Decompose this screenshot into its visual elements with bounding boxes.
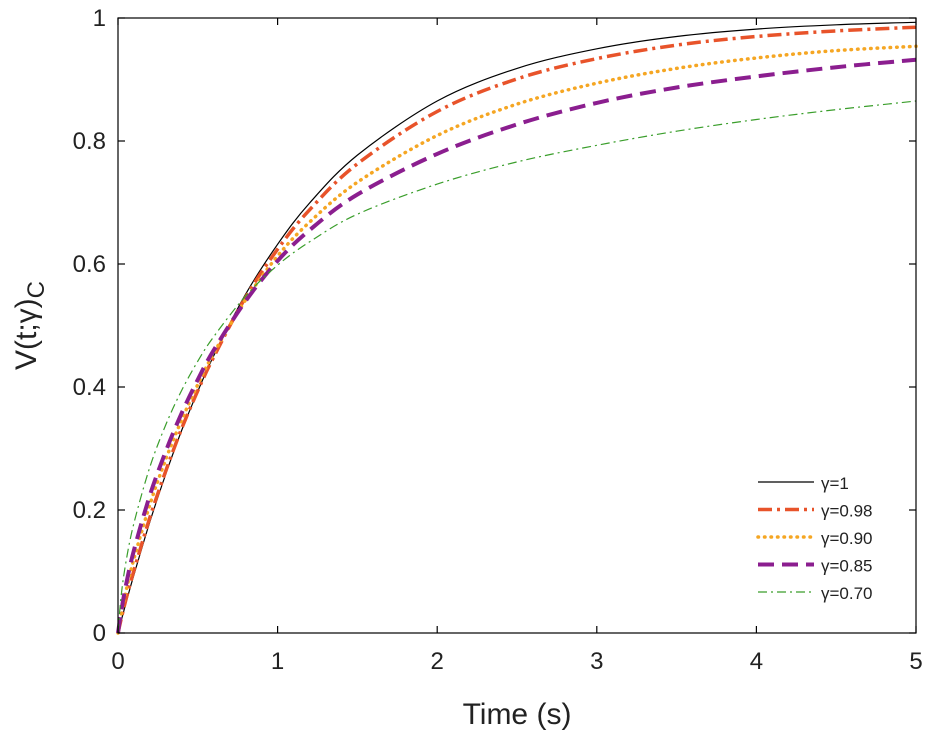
series-line-0 bbox=[117, 21, 917, 634]
y-tick-label: 0.6 bbox=[73, 251, 106, 278]
x-tick-label: 1 bbox=[271, 648, 284, 675]
y-axis-label-main: V(t;γ) bbox=[10, 298, 43, 370]
y-tick-label: 0.2 bbox=[73, 497, 106, 524]
x-tick-label: 5 bbox=[909, 648, 922, 675]
x-axis-label: Time (s) bbox=[463, 698, 572, 731]
legend-label-4: γ=0.70 bbox=[821, 584, 873, 603]
plot-frame bbox=[117, 17, 917, 634]
legend-label-0: γ=1 bbox=[821, 474, 849, 493]
y-axis-label-subscript: C bbox=[23, 281, 50, 298]
x-tick-label: 0 bbox=[111, 648, 124, 675]
series-layer bbox=[116, 21, 918, 635]
series-line-1 bbox=[116, 25, 917, 634]
tick-layer: 0 1 2 3 4 5 0 0.2 0.4 0.6 0.8 1 bbox=[73, 5, 923, 675]
y-tick-label: 1 bbox=[93, 5, 106, 32]
x-tick-label: 4 bbox=[750, 648, 763, 675]
x-tick-label: 3 bbox=[590, 648, 603, 675]
y-tick-label: 0 bbox=[93, 620, 106, 647]
series-line-4 bbox=[117, 100, 917, 634]
x-tick-label: 2 bbox=[431, 648, 444, 675]
y-tick-label: 0.4 bbox=[73, 374, 106, 401]
series-line-3 bbox=[116, 57, 917, 634]
legend-label-1: γ=0.98 bbox=[821, 502, 873, 521]
y-axis-label: V(t;γ)C bbox=[10, 281, 50, 370]
y-tick-label: 0.8 bbox=[73, 128, 106, 155]
series-line-2 bbox=[116, 44, 918, 635]
legend-label-3: γ=0.85 bbox=[821, 557, 873, 576]
legend: γ=1 γ=0.98 γ=0.90 γ=0.85 γ=0.70 bbox=[756, 474, 873, 603]
legend-label-2: γ=0.90 bbox=[821, 529, 873, 548]
